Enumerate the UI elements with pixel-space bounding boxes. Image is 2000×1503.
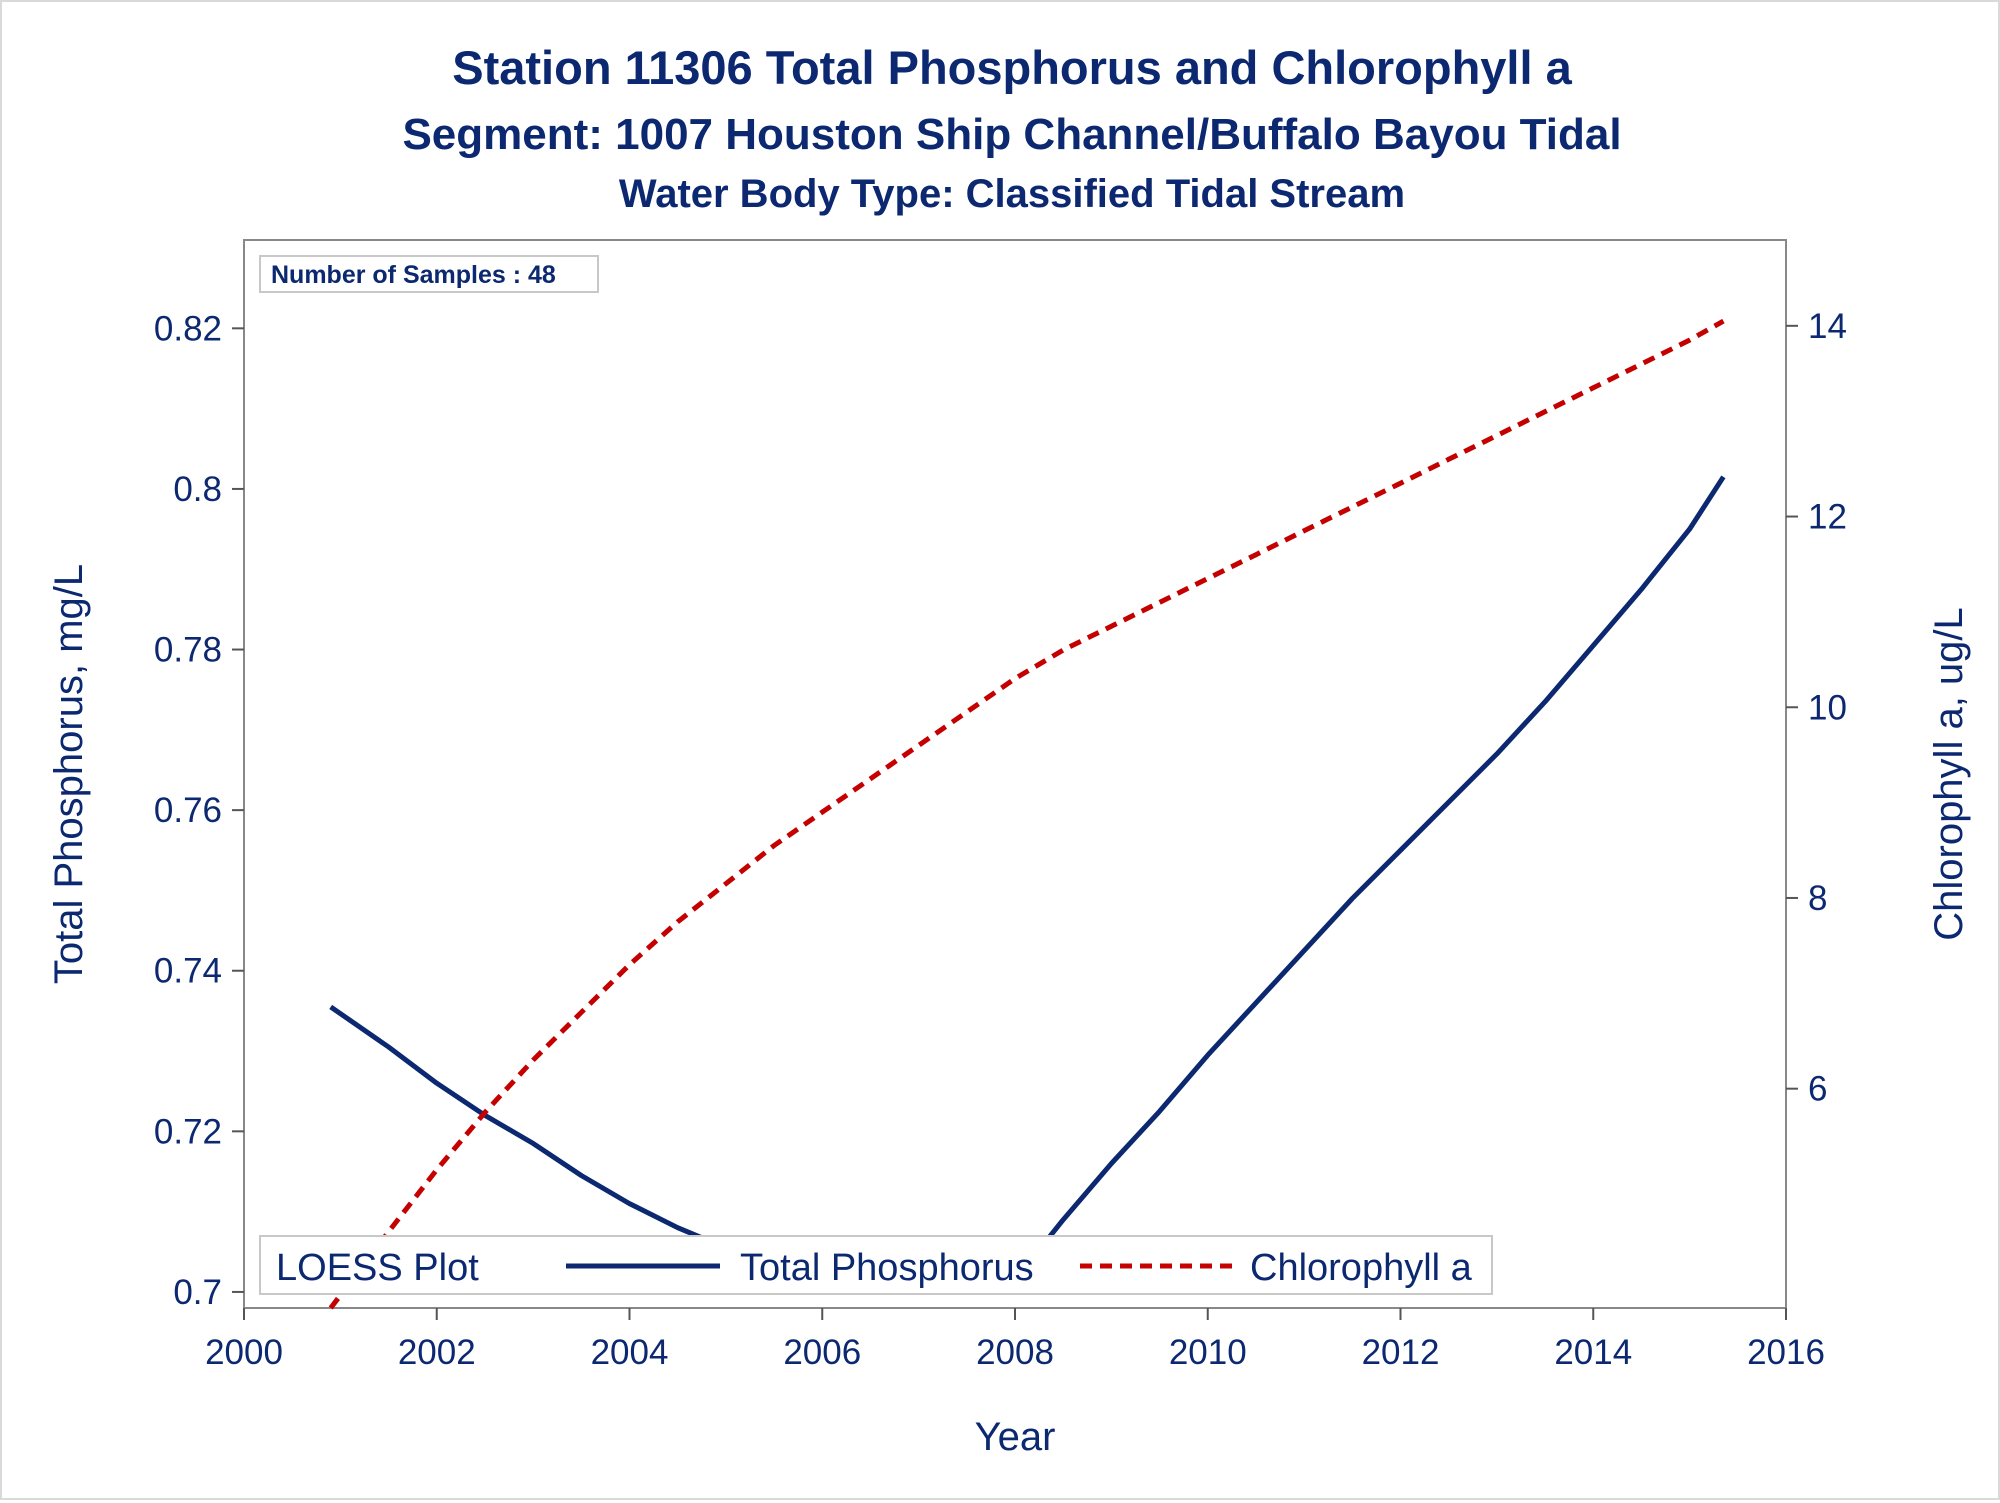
y-tick-label: 0.82 xyxy=(154,309,222,348)
legend: LOESS Plot Total Phosphorus Chlorophyll … xyxy=(259,1235,1493,1295)
y-tick-label: 0.72 xyxy=(154,1112,222,1151)
legend-title: LOESS Plot xyxy=(276,1247,479,1289)
y2-axis-label: Chlorophyll a, ug/L xyxy=(1927,607,1971,941)
x-tick-label: 2000 xyxy=(205,1333,283,1372)
x-tick-label: 2004 xyxy=(591,1333,669,1372)
y2-tick-label: 10 xyxy=(1808,688,1847,727)
x-tick-label: 2006 xyxy=(783,1333,861,1372)
y-tick-label: 0.8 xyxy=(173,470,222,509)
y-tick-label: 0.76 xyxy=(154,791,222,830)
chart-title: Station 11306 Total Phosphorus and Chlor… xyxy=(452,41,1572,94)
y-tick-label: 0.7 xyxy=(173,1273,222,1312)
y-tick-label: 0.78 xyxy=(154,631,222,670)
y-axis-ticks: 0.7 0.72 0.74 0.76 0.78 0.8 0.82 xyxy=(154,309,244,1312)
y2-axis-ticks: 6 8 10 12 14 xyxy=(1786,307,1847,1109)
x-axis-label: Year xyxy=(975,1415,1056,1459)
y2-tick-label: 14 xyxy=(1808,307,1847,346)
x-tick-label: 2016 xyxy=(1747,1333,1825,1372)
x-tick-label: 2012 xyxy=(1362,1333,1440,1372)
y-axis-label: Total Phosphorus, mg/L xyxy=(47,564,91,984)
samples-inset-text: Number of Samples : 48 xyxy=(271,261,556,289)
y2-tick-label: 6 xyxy=(1808,1070,1827,1109)
samples-inset: Number of Samples : 48 xyxy=(259,255,599,293)
legend-box xyxy=(259,1235,1493,1295)
x-tick-label: 2010 xyxy=(1169,1333,1247,1372)
legend-entry-total-phosphorus: Total Phosphorus xyxy=(740,1247,1034,1289)
x-tick-label: 2014 xyxy=(1554,1333,1632,1372)
x-axis-ticks: 2000 2002 2004 2006 2008 2010 2012 2014 2016 xyxy=(205,1308,1825,1372)
chart-subtitle: Segment: 1007 Houston Ship Channel/Buffa… xyxy=(402,110,1621,159)
plot-area xyxy=(243,239,1787,1309)
x-tick-label: 2008 xyxy=(976,1333,1054,1372)
y2-tick-label: 8 xyxy=(1808,879,1827,918)
chart-subtitle-water-body: Water Body Type: Classified Tidal Stream xyxy=(619,172,1405,216)
x-tick-label: 2002 xyxy=(398,1333,476,1372)
legend-entry-chlorophyll-a: Chlorophyll a xyxy=(1250,1247,1473,1289)
series-line-chlorophyll-a xyxy=(328,318,1725,1310)
samples-inset-box xyxy=(259,255,599,293)
y-tick-label: 0.74 xyxy=(154,952,222,991)
y2-tick-label: 12 xyxy=(1808,498,1847,537)
